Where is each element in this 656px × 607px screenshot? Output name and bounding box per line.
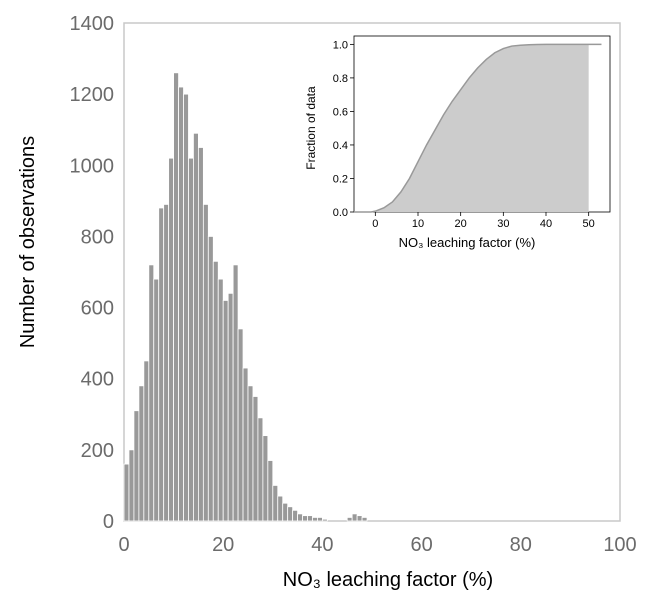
y-tick-label: 1000 bbox=[70, 155, 115, 177]
y-tick-label: 800 bbox=[81, 226, 114, 248]
inset-y-tick-label: 0.6 bbox=[333, 106, 348, 118]
inset-cdf-chart: 0 10 20 30 40 50 0.0 0.2 0.4 0.6 0.8 1.0 NO₃ leachi… bbox=[294, 26, 616, 266]
inset-x-tick-label: 0 bbox=[372, 218, 378, 230]
histogram-bar bbox=[277, 495, 284, 522]
inset-x-tick-label: 10 bbox=[412, 218, 424, 230]
cdf-line bbox=[354, 43, 602, 213]
inset-x-tick-label: 20 bbox=[455, 218, 467, 230]
histogram-bar bbox=[257, 417, 264, 522]
histogram-bar bbox=[178, 86, 184, 522]
inset-y-tick-label: 0.4 bbox=[333, 140, 348, 152]
inset-y-tick-label: 0.8 bbox=[333, 73, 348, 85]
histogram-bar bbox=[272, 485, 279, 522]
x-axis-label: NO₃ leaching factor (%) bbox=[283, 569, 493, 591]
histogram-bar bbox=[217, 278, 224, 522]
histogram-bar bbox=[297, 513, 303, 522]
histogram-bar bbox=[312, 517, 318, 522]
y-tick-label: 1400 bbox=[70, 13, 115, 35]
histogram-bar bbox=[321, 518, 328, 522]
histogram-bar bbox=[193, 132, 199, 522]
histogram-bar bbox=[262, 435, 269, 522]
cdf-shaded-area bbox=[354, 44, 589, 212]
histogram-bar bbox=[317, 517, 323, 522]
histogram-bar bbox=[302, 515, 308, 522]
histogram-bar bbox=[252, 396, 259, 522]
histogram-bar bbox=[242, 367, 249, 522]
inset-y-tick-label: 1.0 bbox=[333, 39, 348, 51]
inset-x-tick-label: 40 bbox=[540, 218, 552, 230]
y-tick-label: 400 bbox=[81, 369, 114, 391]
histogram-bar bbox=[227, 292, 234, 522]
x-tick-label: 100 bbox=[603, 534, 636, 556]
histogram-bar bbox=[143, 360, 150, 522]
histogram-bar bbox=[158, 207, 165, 522]
histogram-bar bbox=[148, 264, 155, 522]
histogram-bar bbox=[128, 449, 135, 522]
inset-y-tick-label: 0.0 bbox=[333, 207, 348, 219]
histogram-bar bbox=[202, 204, 209, 522]
inset-x-axis-label: NO₃ leaching factor (%) bbox=[399, 235, 536, 250]
histogram-bar bbox=[356, 515, 363, 522]
histogram-bar bbox=[212, 260, 219, 522]
y-tick-label: 600 bbox=[81, 298, 114, 320]
x-tick-label: 60 bbox=[410, 534, 432, 556]
histogram-bar bbox=[232, 264, 239, 522]
y-axis-label: Number of observations bbox=[17, 136, 39, 348]
histogram-bar bbox=[247, 385, 254, 522]
x-tick-label: 80 bbox=[510, 534, 532, 556]
histogram-bar bbox=[351, 513, 358, 522]
histogram-bar bbox=[133, 410, 140, 522]
histogram-bar bbox=[207, 236, 214, 522]
y-tick-label: 1200 bbox=[70, 84, 115, 106]
histogram-bar bbox=[292, 509, 299, 522]
y-tick-label: 200 bbox=[81, 440, 114, 462]
histogram-bar bbox=[173, 72, 179, 522]
inset-y-tick-label: 0.2 bbox=[333, 173, 348, 185]
histogram-bar bbox=[237, 328, 244, 522]
histogram-bar bbox=[267, 460, 274, 522]
histogram-bar bbox=[123, 463, 130, 522]
histogram-bar bbox=[168, 157, 174, 522]
y-tick-label: 0 bbox=[103, 511, 114, 533]
histogram-bar bbox=[163, 204, 170, 522]
histogram-bar bbox=[197, 147, 204, 522]
histogram-bar bbox=[346, 517, 353, 522]
plot-area-frame bbox=[123, 22, 621, 522]
x-tick-label: 40 bbox=[311, 534, 333, 556]
histogram-bar bbox=[138, 385, 145, 522]
histogram-bar bbox=[282, 502, 289, 522]
histogram-bar bbox=[188, 157, 194, 522]
histogram-bar bbox=[307, 515, 313, 522]
histogram-bar bbox=[222, 300, 229, 522]
histogram-bar bbox=[153, 278, 160, 522]
histogram-bar bbox=[287, 506, 294, 522]
inset-x-tick-label: 50 bbox=[583, 218, 595, 230]
histogram-bar bbox=[183, 93, 189, 522]
x-tick-label: 20 bbox=[212, 534, 234, 556]
inset-y-axis-label: Fraction of data bbox=[304, 86, 318, 170]
x-tick-label: 0 bbox=[118, 534, 129, 556]
inset-x-tick-label: 30 bbox=[497, 218, 509, 230]
histogram-bar bbox=[361, 517, 368, 522]
